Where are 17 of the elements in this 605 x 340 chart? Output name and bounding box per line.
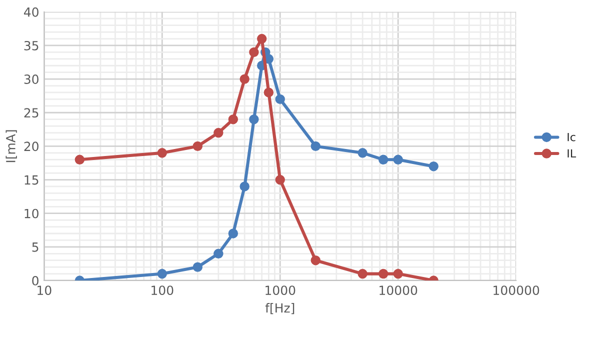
- x-axis-title: f[Hz]: [265, 303, 294, 314]
- y-tick-label: 40: [24, 7, 38, 17]
- y-tick-label: 10: [24, 208, 38, 218]
- y-tick-label: 35: [24, 40, 38, 50]
- y-tick-label: 15: [24, 175, 38, 185]
- y-tick-label: 0: [32, 276, 38, 286]
- x-tick-label: 100000: [494, 286, 540, 296]
- y-tick-label: 5: [32, 242, 38, 252]
- x-tick-label: 10000: [380, 286, 418, 296]
- x-tick-label: 1000: [266, 286, 296, 296]
- legend-label: Ic: [568, 133, 576, 142]
- y-axis-title: I[mA]: [6, 130, 17, 162]
- y-tick-label: 20: [24, 142, 38, 152]
- x-tick-label: 100: [152, 286, 174, 296]
- legend-label: IL: [568, 149, 576, 158]
- y-tick-label: 30: [24, 74, 38, 84]
- y-tick-label: 25: [24, 108, 38, 118]
